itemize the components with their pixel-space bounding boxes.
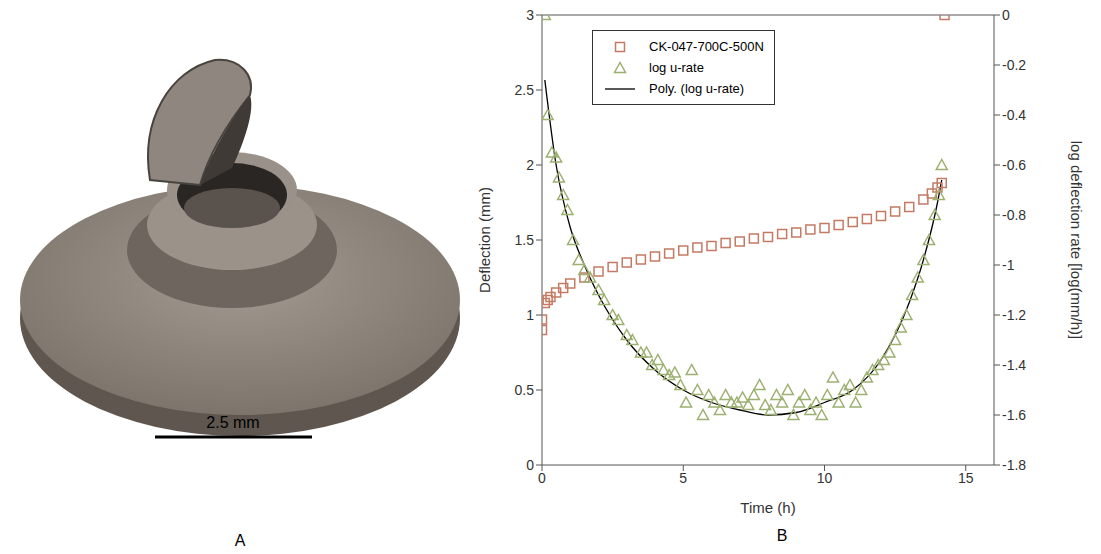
svg-text:0: 0: [538, 470, 546, 486]
svg-text:0: 0: [526, 457, 534, 473]
svg-text:2.5 mm: 2.5 mm: [206, 414, 259, 431]
svg-text:2: 2: [526, 157, 534, 173]
svg-text:Deflection (mm): Deflection (mm): [476, 187, 493, 293]
svg-text:0: 0: [1002, 7, 1010, 23]
html-text:CK-047-700C-500N: CK-047-700C-500N: [649, 39, 764, 54]
svg-text:-1.4: -1.4: [1002, 357, 1026, 373]
svg-text:A: A: [235, 532, 246, 549]
svg-text:-1.8: -1.8: [1002, 457, 1026, 473]
svg-text:10: 10: [817, 470, 833, 486]
svg-text:1.5: 1.5: [515, 232, 535, 248]
svg-text:-0.6: -0.6: [1002, 157, 1026, 173]
svg-text:0.5: 0.5: [515, 382, 535, 398]
svg-text:3: 3: [526, 7, 534, 23]
svg-text:-1.6: -1.6: [1002, 407, 1026, 423]
svg-text:log deflection rate [log(mm/h): log deflection rate [log(mm/h)]: [1068, 141, 1085, 339]
svg-text:15: 15: [958, 470, 974, 486]
html-text:B: B: [776, 527, 788, 544]
svg-text:1: 1: [526, 307, 534, 323]
svg-text:Time (h): Time (h): [740, 499, 795, 516]
svg-text:2.5: 2.5: [515, 82, 535, 98]
svg-text:-0.2: -0.2: [1002, 57, 1026, 73]
svg-text:-0.4: -0.4: [1002, 107, 1026, 123]
html-text:Poly. (log u-rate): Poly. (log u-rate): [649, 81, 745, 96]
html-text:log u-rate: log u-rate: [649, 60, 704, 75]
svg-text:-1.2: -1.2: [1002, 307, 1026, 323]
svg-text:-1: -1: [1002, 257, 1015, 273]
svg-text:5: 5: [679, 470, 687, 486]
svg-text:-0.8: -0.8: [1002, 207, 1026, 223]
